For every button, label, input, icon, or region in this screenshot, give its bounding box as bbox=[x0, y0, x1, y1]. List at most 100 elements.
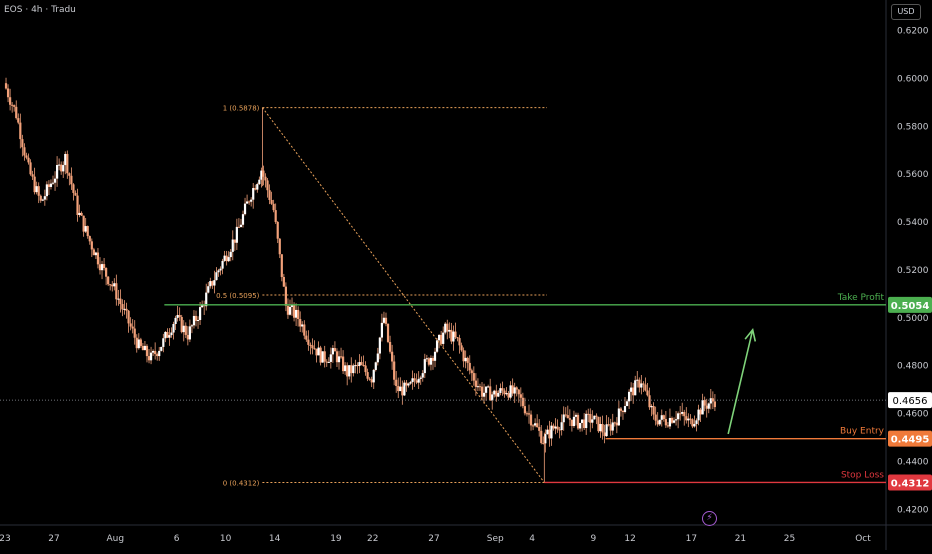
candle-body bbox=[286, 305, 290, 315]
fib-level-label: 0.5 (0.5095) bbox=[216, 292, 260, 300]
candle-body bbox=[525, 413, 529, 415]
candle-body bbox=[403, 382, 406, 396]
candle-body bbox=[74, 192, 77, 196]
candle-body bbox=[417, 378, 420, 383]
candle-body bbox=[474, 380, 477, 387]
candle-body bbox=[429, 357, 433, 365]
candle-body bbox=[51, 182, 55, 184]
candle-body bbox=[372, 369, 375, 383]
candle-body bbox=[544, 434, 547, 444]
x-tick-label: 21 bbox=[735, 534, 746, 544]
candle-body bbox=[221, 260, 224, 269]
candle-body bbox=[156, 354, 159, 357]
candle-body bbox=[578, 422, 582, 429]
candle-body bbox=[178, 315, 181, 317]
candle-body bbox=[319, 347, 322, 363]
candle-body bbox=[662, 415, 665, 420]
x-tick-label: 23 bbox=[0, 534, 11, 544]
x-tick-label: 4 bbox=[529, 534, 535, 544]
candle-body bbox=[215, 272, 218, 281]
level-price-badge bbox=[888, 296, 932, 313]
candle-body bbox=[617, 408, 620, 426]
candle-body bbox=[127, 310, 130, 324]
candle-body bbox=[82, 215, 85, 232]
candle-body bbox=[395, 379, 398, 386]
lightning-icon[interactable]: ⚡ bbox=[702, 511, 717, 526]
candle-body bbox=[33, 176, 36, 193]
candle-body bbox=[229, 251, 232, 258]
candle-body bbox=[505, 393, 508, 395]
candle-body bbox=[341, 356, 345, 372]
currency-button[interactable]: USD bbox=[891, 4, 921, 20]
candle-body bbox=[589, 414, 592, 423]
candle-body bbox=[100, 264, 104, 271]
candle-body bbox=[309, 344, 312, 346]
candle-body bbox=[362, 364, 365, 366]
candle-body bbox=[264, 176, 267, 181]
candle-body bbox=[419, 377, 422, 379]
candle-body bbox=[454, 331, 457, 338]
target-arrow-line[interactable] bbox=[727, 329, 754, 435]
fib-level-label: 1 (0.5878) bbox=[223, 105, 260, 113]
candle-body bbox=[658, 419, 661, 425]
candle-body bbox=[644, 384, 647, 391]
candle-body bbox=[587, 413, 590, 415]
candle-body bbox=[94, 252, 98, 256]
candle-body bbox=[605, 424, 608, 437]
candle-body bbox=[360, 362, 363, 365]
candle-body bbox=[668, 417, 672, 427]
candle-body bbox=[378, 337, 381, 354]
candle-body bbox=[180, 316, 183, 333]
candle-body bbox=[431, 357, 435, 361]
x-tick-label: 6 bbox=[174, 534, 180, 544]
candle-body bbox=[558, 429, 561, 431]
candle-body bbox=[29, 162, 32, 175]
candle-body bbox=[115, 283, 118, 300]
candle-body bbox=[562, 414, 565, 423]
candle-body bbox=[670, 417, 674, 423]
candle-body bbox=[335, 351, 339, 363]
candle-body bbox=[209, 281, 212, 287]
candle-body bbox=[66, 153, 69, 174]
candle-body bbox=[642, 383, 645, 385]
candle-body bbox=[107, 276, 110, 285]
candle-body bbox=[595, 415, 598, 417]
candle-body bbox=[476, 386, 480, 388]
candle-body bbox=[98, 264, 102, 271]
candle-body bbox=[235, 226, 238, 243]
candle-body bbox=[90, 241, 93, 250]
candle-body bbox=[64, 153, 67, 166]
candle-body bbox=[260, 170, 263, 180]
candle-body bbox=[207, 286, 210, 293]
symbol-label[interactable]: EOS · 4h · Tradu bbox=[4, 5, 76, 15]
candle-body bbox=[677, 413, 680, 420]
candle-body bbox=[401, 386, 404, 396]
candle-body bbox=[25, 155, 28, 158]
candle-body bbox=[442, 332, 445, 344]
target-arrow-head[interactable] bbox=[744, 327, 757, 342]
candle-body bbox=[27, 157, 30, 163]
candle-body bbox=[380, 322, 384, 338]
candle-body bbox=[601, 424, 604, 433]
candle-body bbox=[125, 308, 128, 311]
candle-body bbox=[211, 281, 214, 286]
candle-body bbox=[552, 425, 555, 429]
candle-body bbox=[137, 339, 140, 349]
candle-body bbox=[501, 388, 504, 391]
candle-body bbox=[96, 252, 100, 265]
candle-body bbox=[348, 365, 351, 377]
candle-body bbox=[391, 351, 394, 362]
candle-body bbox=[135, 337, 138, 349]
candle-body bbox=[158, 350, 161, 357]
candle-body bbox=[299, 319, 302, 327]
candle-body bbox=[583, 419, 586, 429]
candle-body bbox=[570, 419, 573, 427]
candle-body bbox=[205, 292, 208, 307]
candle-body bbox=[568, 418, 571, 420]
candle-body bbox=[462, 350, 465, 362]
candle-body bbox=[84, 226, 87, 232]
candle-body bbox=[288, 306, 292, 315]
candle-body bbox=[270, 199, 273, 204]
